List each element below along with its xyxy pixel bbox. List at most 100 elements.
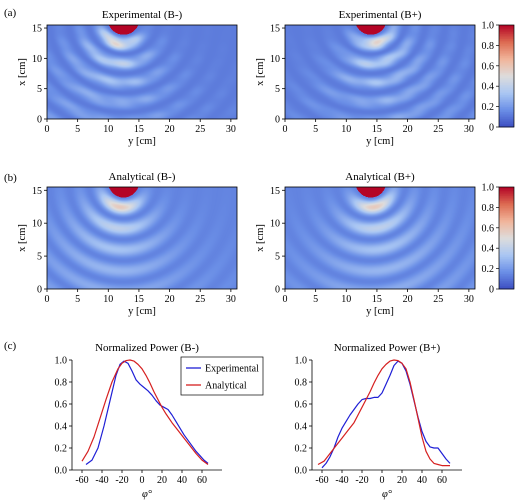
y-tick-label: 0.2 bbox=[55, 444, 68, 455]
colorbar-segment bbox=[499, 113, 514, 116]
y-tick-label: 0 bbox=[37, 115, 42, 126]
colorbar-segment bbox=[499, 205, 514, 208]
colorbar-segment bbox=[499, 101, 514, 104]
y-tick-label: 0.2 bbox=[295, 444, 308, 455]
colorbar-segment bbox=[499, 280, 514, 283]
colorbar-tick-label: 0.4 bbox=[482, 244, 495, 255]
y-tick-label: 0.8 bbox=[295, 378, 308, 389]
colorbar-segment bbox=[499, 35, 514, 38]
colorbar-segment bbox=[499, 111, 514, 114]
x-tick-label: 0 bbox=[45, 124, 50, 135]
x-tick-label: 20 bbox=[403, 294, 413, 305]
x-tick-label: 25 bbox=[195, 294, 205, 305]
colorbar-segment bbox=[499, 246, 514, 249]
x-tick-label: 40 bbox=[177, 475, 187, 486]
colorbar-segment bbox=[499, 53, 514, 56]
y-tick-label: 0 bbox=[275, 285, 280, 296]
colorbar-segment bbox=[499, 256, 514, 259]
colorbar-segment bbox=[499, 69, 514, 72]
x-tick-label: 20 bbox=[165, 294, 175, 305]
colorbar-segment bbox=[499, 217, 514, 220]
y-tick-label: 0 bbox=[275, 115, 280, 126]
colorbar-segment bbox=[499, 87, 514, 90]
y-tick-label: 10 bbox=[32, 219, 42, 230]
colorbar: 0 0.2 0.4 0.6 0.8 1.0 bbox=[482, 21, 515, 134]
x-tick-label: -20 bbox=[355, 475, 368, 486]
colorbar-segment bbox=[499, 200, 514, 203]
colorbar-segment bbox=[499, 227, 514, 230]
x-axis-label: φ° bbox=[142, 489, 153, 500]
plot-title: Normalized Power (B+) bbox=[334, 342, 441, 354]
colorbar-tick-label: 1.0 bbox=[482, 183, 495, 194]
y-tick-label: 0.8 bbox=[55, 378, 68, 389]
colorbar-segment bbox=[499, 26, 514, 29]
y-tick-label: 5 bbox=[275, 252, 280, 263]
colorbar-segment bbox=[499, 207, 514, 210]
x-tick-label: 60 bbox=[197, 475, 207, 486]
colorbar-frame bbox=[498, 24, 515, 128]
colorbar-segment bbox=[499, 125, 514, 128]
y-tick-label: 5 bbox=[275, 84, 280, 95]
y-tick-label: 15 bbox=[32, 186, 42, 197]
colorbar-segment bbox=[499, 120, 514, 123]
colorbar-segment bbox=[499, 195, 514, 198]
colorbar-segment bbox=[499, 104, 514, 107]
colorbar-frame bbox=[498, 186, 515, 290]
x-axis-label: y [cm] bbox=[128, 136, 156, 147]
y-axis-label: x [cm] bbox=[17, 224, 28, 252]
colorbar-segment bbox=[499, 277, 514, 280]
x-axis-label: y [cm] bbox=[128, 306, 156, 317]
colorbar-segment bbox=[499, 204, 514, 207]
series-line-analytical bbox=[81, 359, 209, 465]
y-tick-label: 10 bbox=[270, 54, 280, 65]
x-tick-label: 30 bbox=[464, 294, 474, 305]
plot-frame bbox=[46, 24, 238, 120]
colorbar-segment bbox=[499, 45, 514, 48]
colorbar-segment bbox=[499, 210, 514, 213]
colorbar-segment bbox=[499, 74, 514, 77]
y-axis-label: x [cm] bbox=[255, 58, 266, 86]
x-axis-label: y [cm] bbox=[366, 136, 394, 147]
y-tick-label: 0.0 bbox=[295, 466, 308, 477]
x-tick-label: 15 bbox=[134, 294, 144, 305]
plot-frame bbox=[284, 24, 476, 120]
colorbar-tick-label: 0.8 bbox=[482, 41, 495, 52]
colorbar-segment bbox=[499, 273, 514, 276]
colorbar-segment bbox=[499, 77, 514, 80]
colorbar-segment bbox=[499, 86, 514, 89]
series-line-analytical bbox=[317, 359, 450, 467]
colorbar-tick-label: 0.8 bbox=[482, 203, 495, 214]
colorbar-segment bbox=[499, 55, 514, 58]
colorbar-segment bbox=[499, 48, 514, 51]
colorbar-segment bbox=[499, 188, 514, 191]
colorbar-segment bbox=[499, 192, 514, 195]
colorbar-segment bbox=[499, 43, 514, 46]
colorbar-segment bbox=[499, 115, 514, 118]
plot-frame bbox=[284, 186, 476, 290]
heatmap-image bbox=[285, 25, 475, 119]
colorbar-segment bbox=[499, 93, 514, 96]
plot-title: Experimental (B-) bbox=[102, 9, 183, 21]
colorbar-segment bbox=[499, 110, 514, 113]
x-tick-label: -60 bbox=[75, 475, 88, 486]
panel-label: (c) bbox=[4, 340, 17, 352]
x-tick-label: 20 bbox=[397, 475, 407, 486]
colorbar-segment bbox=[499, 57, 514, 60]
y-axis-label: x [cm] bbox=[17, 58, 28, 86]
x-tick-label: -40 bbox=[335, 475, 348, 486]
y-tick-label: 1.0 bbox=[55, 356, 68, 367]
colorbar-segment bbox=[499, 30, 514, 33]
colorbar-segment bbox=[499, 249, 514, 252]
plot-title: Analytical (B+) bbox=[345, 171, 415, 183]
colorbar-segment bbox=[499, 62, 514, 65]
colorbar-tick-label: 0 bbox=[489, 123, 494, 134]
heatmap-image bbox=[47, 187, 237, 289]
colorbar-segment bbox=[499, 287, 514, 290]
y-axis-label: x [cm] bbox=[255, 224, 266, 252]
colorbar-segment bbox=[499, 25, 514, 28]
colorbar-segment bbox=[499, 234, 514, 237]
colorbar-segment bbox=[499, 275, 514, 278]
colorbar-segment bbox=[499, 285, 514, 288]
colorbar-segment bbox=[499, 89, 514, 92]
